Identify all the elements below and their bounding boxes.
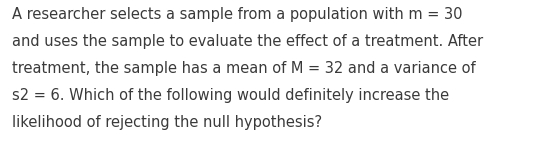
Text: s2 = 6. Which of the following would definitely increase the: s2 = 6. Which of the following would def… xyxy=(12,88,449,103)
Text: likelihood of rejecting the null hypothesis?: likelihood of rejecting the null hypothe… xyxy=(12,115,323,130)
Text: and uses the sample to evaluate the effect of a treatment. After: and uses the sample to evaluate the effe… xyxy=(12,34,483,49)
Text: treatment, the sample has a mean of M = 32 and a variance of: treatment, the sample has a mean of M = … xyxy=(12,61,476,76)
Text: A researcher selects a sample from a population with m = 30: A researcher selects a sample from a pop… xyxy=(12,7,463,22)
